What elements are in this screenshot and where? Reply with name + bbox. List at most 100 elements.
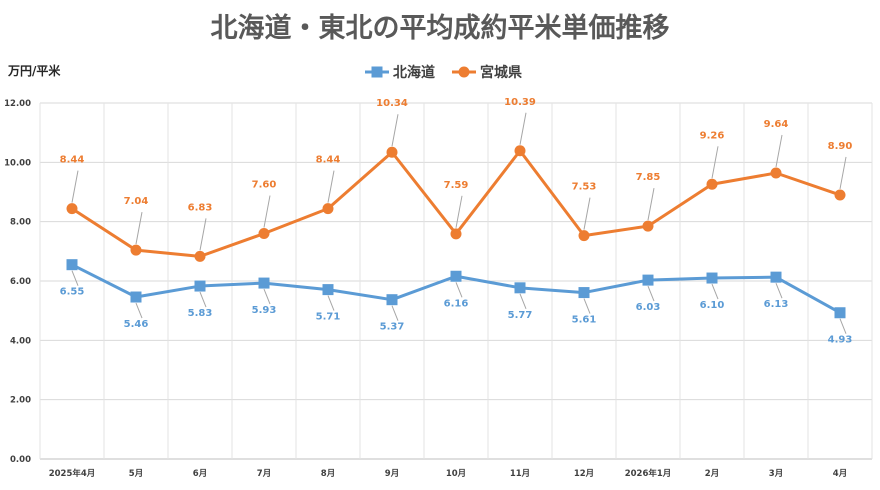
data-point: [66, 203, 78, 215]
data-point: [706, 272, 718, 284]
y-tick-label: 8.00: [10, 218, 31, 228]
x-tick-label: 6月: [193, 469, 207, 479]
leader-line: [327, 170, 335, 203]
leader-line: [839, 156, 847, 190]
x-tick-label: 2026年1月: [625, 468, 672, 479]
data-point: [770, 271, 782, 283]
y-axis-unit-label: 万円/平米: [7, 63, 61, 78]
leader-line: [263, 195, 271, 228]
series-layer: 6.55 5.46 5.83 5.93 5.71 5.37 6.16 5.77 5.61 6.03…: [60, 97, 853, 346]
data-label: 8.90: [828, 141, 853, 152]
data-label: 6.03: [636, 302, 661, 313]
leader-line: [455, 282, 463, 298]
data-label: 7.04: [124, 196, 149, 207]
data-label: 8.44: [316, 155, 341, 166]
leader-line: [199, 218, 207, 251]
series-1: 6.55 5.46 5.83 5.93 5.71 5.37 6.16 5.77 5.61 6.03…: [60, 259, 853, 346]
leader-line: [391, 305, 399, 321]
y-tick-label: 4.00: [10, 336, 31, 346]
x-tick-label: 7月: [257, 469, 271, 479]
data-point: [514, 282, 526, 294]
data-point: [450, 228, 462, 240]
data-point: [194, 250, 206, 262]
y-tick-label: 6.00: [10, 277, 31, 287]
leader-line: [327, 295, 335, 311]
data-point: [834, 189, 846, 201]
data-label: 5.46: [124, 319, 149, 330]
data-point: [834, 307, 846, 319]
data-label: 5.93: [252, 305, 277, 316]
leader-line: [839, 318, 847, 334]
y-tick-label: 12.00: [4, 99, 31, 109]
data-point: [322, 203, 334, 215]
data-point: [706, 178, 718, 190]
x-tick-label: 12月: [574, 469, 594, 479]
leader-line: [519, 112, 527, 145]
leader-line: [711, 283, 719, 300]
data-point: [130, 291, 142, 303]
data-label: 6.16: [444, 298, 469, 309]
leader-line: [775, 282, 783, 299]
data-label: 5.37: [380, 322, 405, 333]
x-tick-label: 4月: [833, 469, 847, 479]
data-point: [386, 146, 398, 158]
leader-line: [135, 212, 143, 245]
data-point: [322, 284, 334, 296]
legend-item-1: 北海道: [365, 64, 435, 81]
x-tick-label: 9月: [385, 469, 399, 479]
data-point: [578, 287, 590, 299]
data-label: 6.10: [700, 300, 725, 311]
x-tick-label: 8月: [321, 469, 335, 479]
leader-line: [647, 188, 655, 221]
legend-swatch-marker: [458, 66, 470, 78]
x-tick-label: 11月: [510, 469, 530, 479]
data-label: 9.64: [764, 119, 789, 130]
data-label: 10.34: [376, 98, 408, 109]
data-point: [450, 270, 462, 282]
y-tick-label: 0.00: [10, 455, 31, 465]
data-point: [514, 145, 526, 157]
x-tick-label: 2月: [705, 469, 719, 479]
series-2: 8.44 7.04 6.83 7.60 8.44 10.34 7.59 10.39 7.53 7.…: [60, 97, 853, 262]
chart-title: 北海道・東北の平均成約平米単価推移: [211, 12, 670, 44]
legend-label: 宮城県: [480, 64, 522, 81]
leader-line: [71, 270, 79, 286]
legend-item-2: 宮城県: [452, 64, 522, 81]
x-axis-ticks: 2025年4月 5月 6月 7月 8月 9月 10月 11月 12月 2026年1月 2月 3月 4月: [49, 468, 848, 479]
data-label: 7.60: [252, 180, 277, 191]
legend-swatch-marker: [371, 66, 383, 78]
data-label: 4.93: [828, 335, 853, 346]
y-tick-label: 2.00: [10, 396, 31, 406]
data-point: [578, 230, 590, 242]
data-label: 6.83: [188, 202, 213, 213]
x-tick-label: 10月: [446, 469, 466, 479]
leader-line: [455, 195, 463, 228]
data-label: 5.61: [572, 315, 597, 326]
data-point: [642, 274, 654, 286]
data-point: [386, 294, 398, 306]
data-point: [642, 220, 654, 232]
y-axis-ticks: 0.00 2.00 4.00 6.00 8.00 10.00 12.00: [4, 99, 31, 465]
data-point: [258, 228, 270, 240]
leader-line: [583, 298, 591, 314]
x-tick-label: 2025年4月: [49, 468, 96, 479]
data-label: 7.53: [572, 182, 597, 193]
data-label: 8.44: [60, 155, 85, 166]
x-tick-label: 3月: [769, 469, 783, 479]
leader-line: [711, 146, 719, 179]
leader-line: [263, 288, 271, 305]
data-point: [258, 277, 270, 289]
leader-line: [199, 291, 207, 308]
x-tick-label: 5月: [129, 469, 143, 479]
data-point: [66, 259, 78, 271]
data-label: 9.26: [700, 130, 725, 141]
leader-line: [775, 134, 783, 168]
y-tick-label: 10.00: [4, 158, 31, 168]
data-label: 5.83: [188, 308, 213, 319]
data-label: 5.71: [316, 312, 341, 323]
data-label: 6.13: [764, 299, 789, 310]
data-label: 7.59: [444, 180, 469, 191]
leader-line: [135, 302, 143, 319]
